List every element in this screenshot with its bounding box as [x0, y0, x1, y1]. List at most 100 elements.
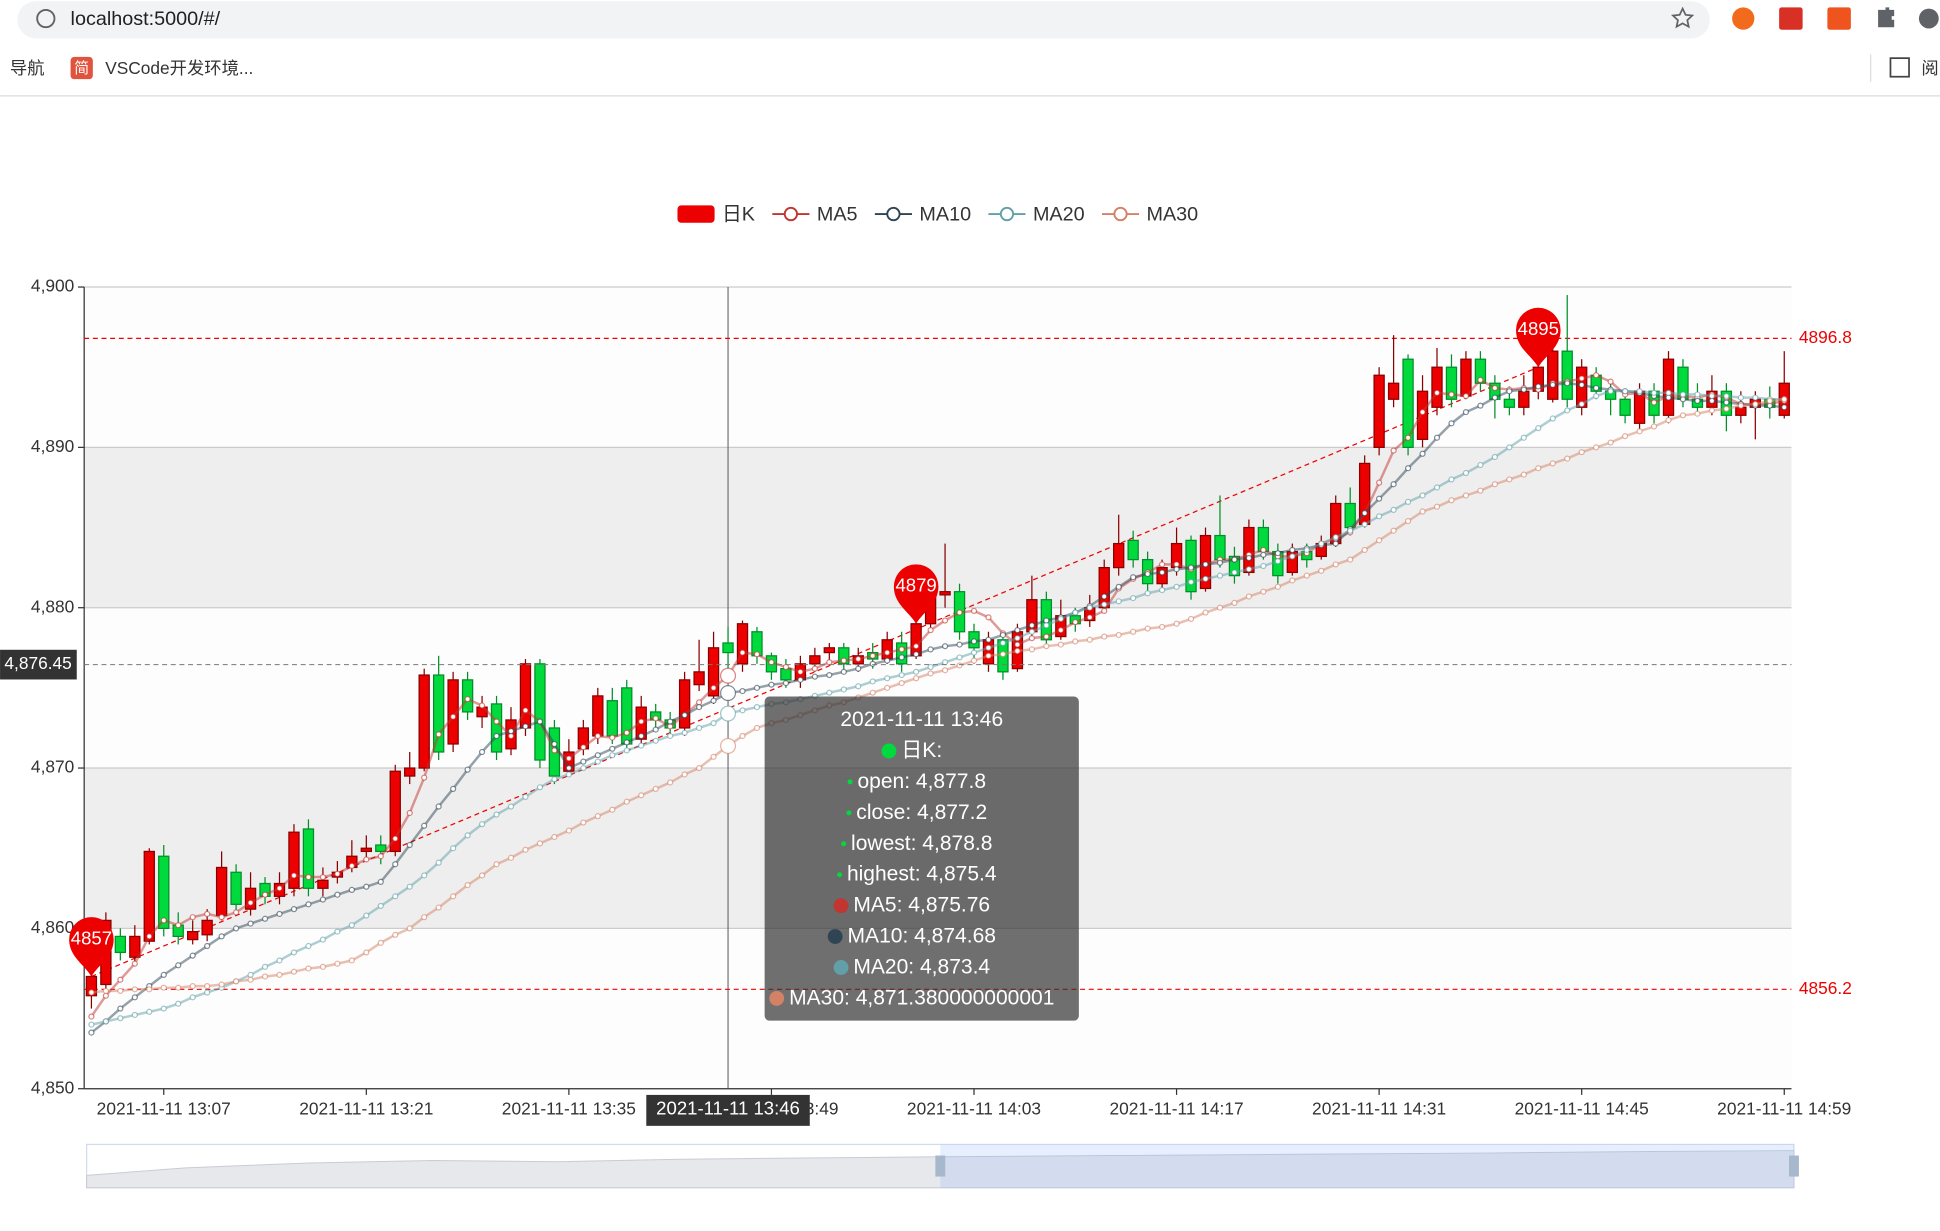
- ma-point: [696, 704, 703, 711]
- ma-point: [189, 983, 196, 990]
- ma-point: [146, 1008, 153, 1015]
- ma-point: [913, 668, 920, 675]
- ma-point: [1202, 561, 1209, 568]
- ma-point: [536, 784, 544, 791]
- split-area: [84, 447, 1792, 608]
- profile-icon[interactable]: [1918, 8, 1939, 29]
- ma-point: [261, 915, 269, 922]
- ma-point: [131, 1011, 138, 1019]
- ma-point: [435, 859, 442, 866]
- ma-point: [348, 886, 355, 893]
- ma-point: [1376, 513, 1383, 520]
- extension-icon[interactable]: [1779, 7, 1803, 30]
- star-icon[interactable]: [1670, 6, 1695, 29]
- ma-point: [131, 994, 138, 1001]
- candle-body: [592, 695, 604, 737]
- extensions-icon[interactable]: [1878, 7, 1895, 28]
- data-zoom-window[interactable]: [940, 1144, 1794, 1188]
- ma-point: [1014, 641, 1021, 648]
- candle-body: [432, 674, 445, 753]
- ma-point: [204, 942, 211, 950]
- ma-point: [753, 684, 761, 691]
- legend-item[interactable]: MA30: [1101, 204, 1198, 226]
- ma-point: [1231, 599, 1238, 606]
- ma-point: [218, 914, 225, 921]
- ma-point: [1028, 646, 1035, 653]
- bookmark[interactable]: 导航: [10, 58, 45, 78]
- ma-point: [276, 957, 283, 964]
- ma-point: [146, 986, 153, 993]
- y-tick-label: 4,870: [31, 757, 74, 777]
- ma-point: [1419, 450, 1426, 457]
- ma-line: [90, 373, 1785, 1018]
- ma-point: [1376, 479, 1383, 486]
- ma-point: [1679, 391, 1687, 398]
- ma-point: [609, 752, 616, 759]
- ma-point: [1187, 615, 1195, 623]
- ma-point: [1578, 400, 1585, 408]
- ma-point: [247, 899, 254, 906]
- ma-point: [1564, 380, 1571, 387]
- bookmark[interactable]: VSCode开发环境...: [105, 58, 253, 78]
- y-tick-label: 4,850: [31, 1077, 74, 1097]
- candle-body: [201, 919, 213, 936]
- ma-point: [1303, 572, 1310, 579]
- info-icon[interactable]: [36, 8, 56, 29]
- reading-list-icon[interactable]: [1889, 57, 1910, 78]
- ma-point: [1318, 567, 1325, 574]
- ma-point: [464, 766, 471, 773]
- ma-point: [1433, 389, 1441, 396]
- ma-point: [290, 872, 298, 879]
- ma-point: [1752, 394, 1759, 401]
- ma-point: [160, 971, 167, 978]
- legend-item[interactable]: MA10: [874, 204, 971, 226]
- ma-point: [204, 983, 211, 990]
- ma-point: [840, 668, 847, 675]
- ma-point: [565, 755, 572, 762]
- url[interactable]: localhost:5000/#/: [71, 8, 221, 30]
- tooltip-row: open: 4,877.8: [857, 769, 986, 792]
- ma-point: [565, 764, 572, 772]
- ma-point: [1433, 503, 1441, 510]
- ma-point: [1390, 481, 1397, 488]
- ma-point: [1260, 588, 1267, 595]
- ma-point: [1752, 400, 1759, 408]
- bookmark-icon[interactable]: [70, 56, 93, 80]
- ma-point: [1187, 564, 1195, 571]
- legend-item[interactable]: MA20: [988, 204, 1085, 226]
- candle-body: [1561, 350, 1573, 400]
- ma-point: [1101, 607, 1108, 615]
- ma-point: [941, 643, 949, 650]
- ma-point: [1462, 408, 1470, 416]
- legend-item[interactable]: MA5: [772, 204, 858, 226]
- reading-list[interactable]: 阅: [1921, 58, 1938, 78]
- tooltip-text: :: [915, 862, 927, 885]
- ma-point: [869, 689, 876, 696]
- address-bar[interactable]: [17, 1, 1710, 39]
- ma-point: [1448, 476, 1455, 483]
- data-zoom-handle[interactable]: [1789, 1155, 1799, 1177]
- ma-point: [1274, 558, 1281, 565]
- ma-point: [507, 728, 515, 735]
- ma-point: [1202, 575, 1209, 582]
- ma-point: [478, 872, 486, 879]
- ma-point: [334, 960, 341, 967]
- legend-item[interactable]: 日K: [677, 204, 755, 226]
- ma-point: [450, 785, 457, 792]
- ma-point: [1607, 439, 1614, 446]
- ma-point: [1737, 402, 1744, 409]
- ma-point: [493, 718, 500, 725]
- ma-point: [681, 712, 688, 719]
- data-zoom-handle[interactable]: [935, 1155, 946, 1177]
- bookmark-icon-label: 简: [74, 60, 89, 77]
- legend-swatch: [886, 206, 901, 222]
- extension-icon[interactable]: [1732, 7, 1755, 30]
- ma-point: [1491, 453, 1498, 461]
- ma-point: [884, 649, 891, 656]
- ma-point: [898, 679, 905, 687]
- tooltip-dot: [769, 990, 785, 1006]
- ma-point: [1028, 628, 1035, 635]
- extension-icon[interactable]: [1827, 7, 1851, 30]
- tooltip-text: 4,873.4: [920, 955, 990, 978]
- ma-point: [1404, 498, 1412, 505]
